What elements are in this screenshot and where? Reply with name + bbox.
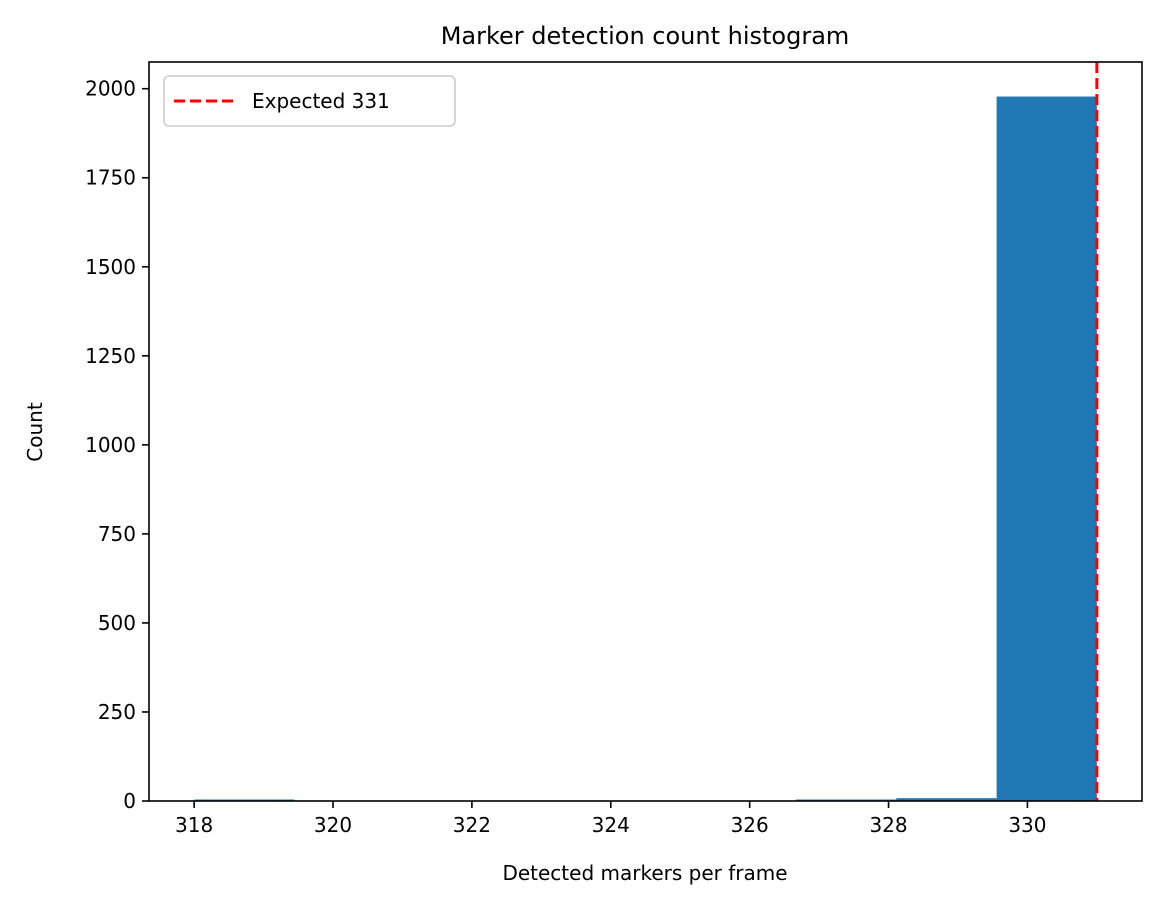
y-tick-label: 1500 — [85, 255, 136, 279]
legend: Expected 331 — [163, 75, 456, 127]
x-tick-label: 322 — [453, 813, 491, 837]
y-axis-ticks: 0 250 500 750 1000 1250 1500 1750 2000 — [85, 77, 149, 813]
y-axis-label: Count — [23, 402, 47, 462]
y-tick-label: 750 — [98, 522, 136, 546]
y-tick-label: 500 — [98, 611, 136, 635]
legend-entry-label: Expected 331 — [252, 89, 390, 113]
y-tick-label: 1250 — [85, 344, 136, 368]
legend-box — [163, 75, 456, 127]
x-tick-label: 324 — [592, 813, 630, 837]
histogram-bar — [896, 798, 997, 801]
x-tick-label: 330 — [1008, 813, 1046, 837]
chart-title: Marker detection count histogram — [441, 22, 850, 50]
x-tick-label: 318 — [175, 813, 213, 837]
plot-frame — [148, 61, 1143, 802]
histogram-bar — [996, 96, 1097, 801]
y-tick-label: 250 — [98, 700, 136, 724]
x-axis-ticks: 318 320 322 324 326 328 330 — [175, 801, 1047, 837]
x-tick-label: 326 — [731, 813, 769, 837]
y-tick-label: 0 — [123, 789, 136, 813]
x-tick-label: 320 — [314, 813, 352, 837]
y-tick-label: 1000 — [85, 433, 136, 457]
x-tick-label: 328 — [869, 813, 907, 837]
y-tick-label: 1750 — [85, 166, 136, 190]
bars-group — [194, 96, 1097, 801]
y-tick-label: 2000 — [85, 77, 136, 101]
x-axis-label: Detected markers per frame — [502, 861, 787, 885]
